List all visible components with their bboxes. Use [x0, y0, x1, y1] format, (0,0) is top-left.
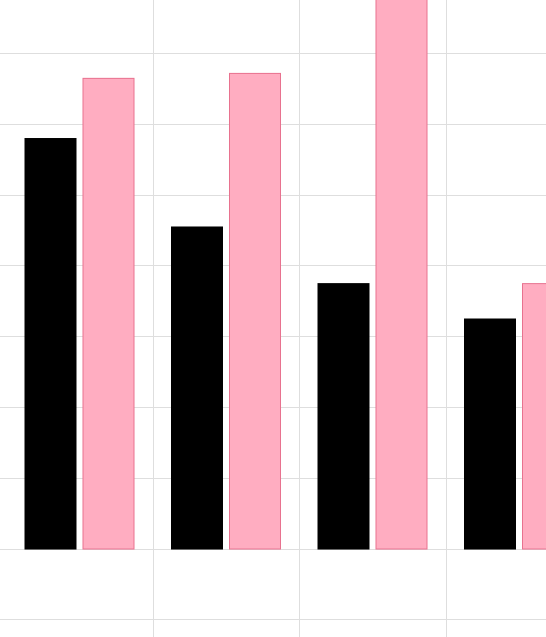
bar-series1-cat4: [464, 318, 516, 550]
bar-series2-cat4: [522, 283, 546, 550]
bar-series1-cat2: [171, 226, 223, 550]
bar-series1-cat3: [317, 283, 370, 550]
bar-series2-cat3: [375, 0, 428, 550]
bars: [24, 0, 546, 550]
bar-series2-cat2: [229, 72, 281, 550]
bar-series2-cat1: [82, 77, 135, 550]
bar-series1-cat1: [24, 138, 77, 550]
